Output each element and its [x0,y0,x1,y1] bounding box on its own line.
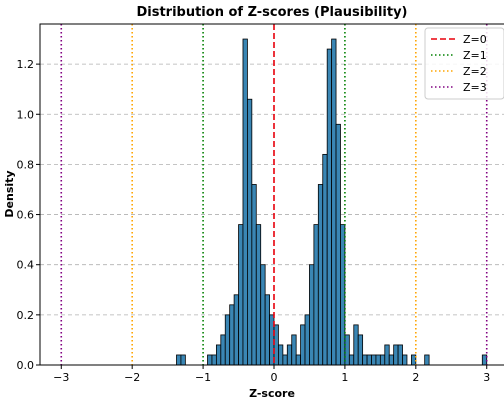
histogram-bar [335,123,341,366]
y-tick-label: 0.6 [17,209,35,222]
histogram-bar [309,264,315,366]
x-tick-label: −3 [53,371,69,384]
x-tick-label: −2 [124,371,140,384]
histogram-bar [362,354,368,366]
histogram-bar [371,354,377,366]
legend-label: Z=2 [463,65,487,78]
histogram-bar [260,264,266,366]
bars [176,38,488,366]
y-tick-label: 1.0 [17,108,35,121]
histogram-bar [375,354,381,366]
x-tick-label: 1 [341,371,348,384]
legend-label: Z=1 [463,49,487,62]
histogram-bar [366,354,372,366]
grid [40,63,504,316]
legend-label: Z=3 [463,81,487,94]
y-tick-label: 0.2 [17,309,35,322]
histogram-bar [176,354,182,366]
histogram-bar [180,354,186,366]
chart-title: Distribution of Z-scores (Plausibility) [136,5,407,20]
x-tick-label: 2 [412,371,419,384]
histogram-bar [353,324,359,366]
histogram-bar [291,334,297,366]
histogram-bar [326,48,333,366]
x-tick-label: 3 [483,371,490,384]
histogram-bar [402,354,408,366]
histogram-bar [242,38,248,366]
x-axis-label: Z-score [249,387,295,400]
histogram-bar [224,314,231,366]
y-tick-label: 0.8 [17,158,35,171]
legend-box [424,27,504,100]
y-axis-label: Density [3,170,16,217]
histogram-bar [211,354,217,366]
histogram-bar [264,294,270,366]
histogram-bar [388,354,395,366]
y-tick-label: 0.4 [17,259,35,272]
y-axis-ticks: 0.0 0.2 0.4 0.6 0.8 1.0 1.2 [17,58,40,372]
histogram-bar [304,314,310,366]
histogram-bar [251,184,257,366]
histogram-bar [229,304,235,366]
histogram-bar [379,354,386,366]
histogram-bar [215,344,222,366]
x-tick-label: 0 [271,371,278,384]
histogram-bar [424,354,430,366]
histogram-bar [300,324,306,366]
legend: Z=0 Z=1 Z=2 Z=3 [424,27,504,100]
histogram-bar [295,354,301,366]
reference-lines [60,24,488,365]
histogram-bar [331,38,337,366]
histogram-bar [233,294,239,366]
histogram-bar [384,344,390,366]
histogram-bar [322,153,328,366]
histogram-bar [278,344,284,366]
y-tick-label: 0.0 [17,359,35,372]
histogram-bar [340,224,346,366]
histogram-bar [348,354,355,366]
histogram-bar [255,224,262,366]
x-axis-ticks: −3 −2 −1 0 1 2 3 [53,365,490,384]
histogram-bar [282,354,288,366]
histogram-bar [393,344,399,366]
histogram-bar [247,98,253,366]
histogram-bar [286,344,293,366]
x-tick-label: −1 [195,371,211,384]
histogram-bar [238,224,244,366]
legend-label: Z=0 [463,33,487,46]
histogram-bar [357,334,364,366]
histogram-bar [220,334,226,366]
y-tick-label: 1.2 [17,58,35,71]
histogram-bar [313,224,319,366]
histogram-bar [207,354,213,366]
histogram-bar [397,344,403,366]
histogram-bar [317,184,324,366]
